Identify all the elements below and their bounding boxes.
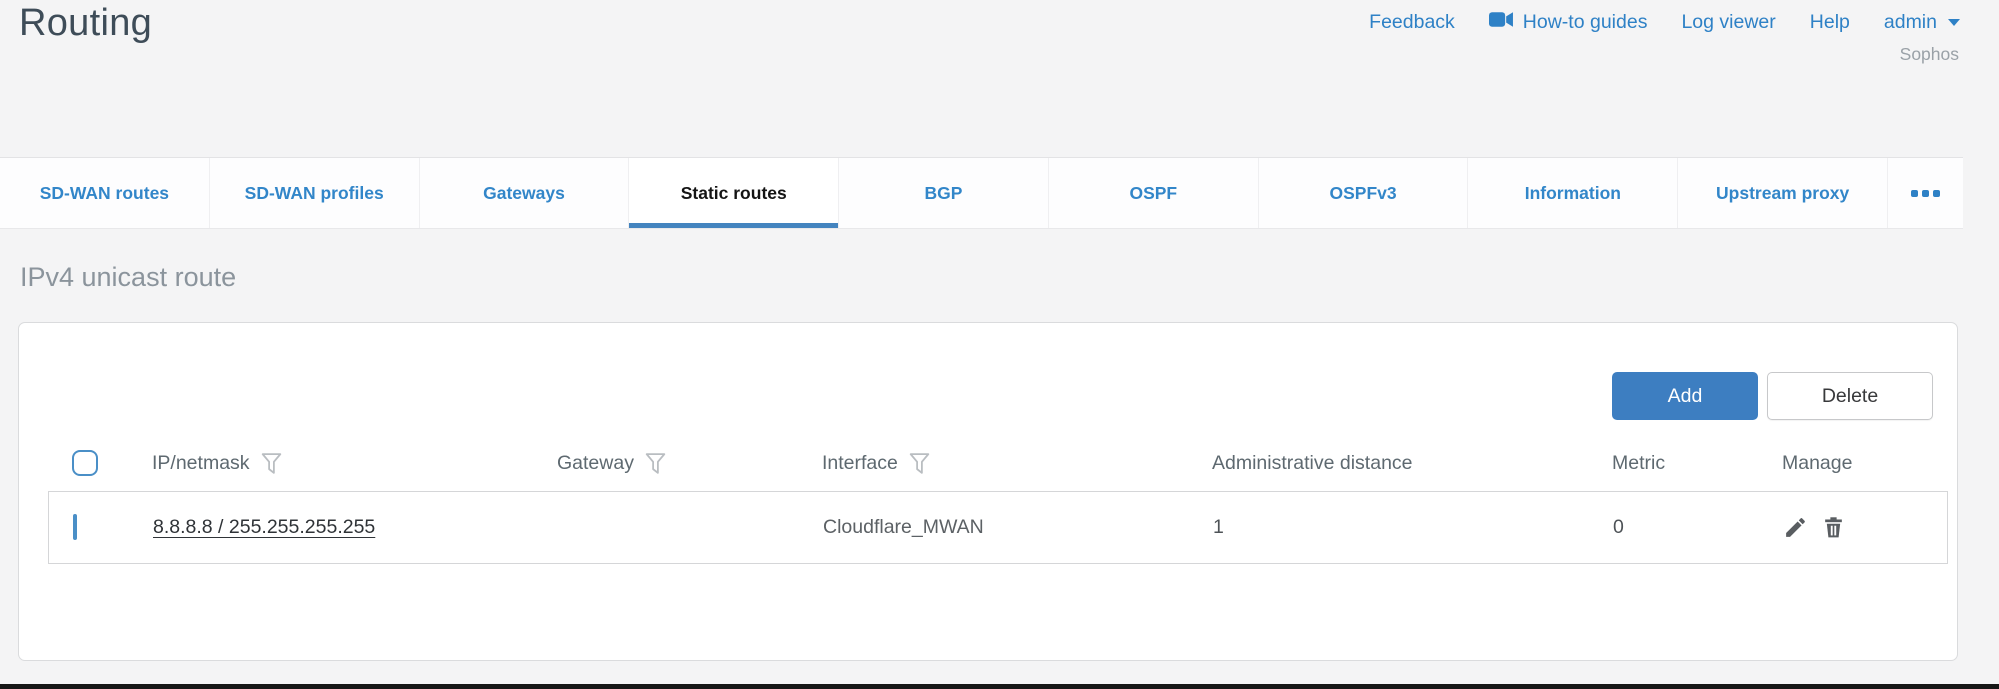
howto-guides-link[interactable]: How-to guides: [1488, 11, 1648, 34]
row-checkbox[interactable]: [73, 514, 77, 540]
tab-ospfv3[interactable]: OSPFv3: [1259, 158, 1469, 228]
column-header-distance: Administrative distance: [1212, 451, 1413, 474]
route-manage-cell: [1771, 515, 1949, 540]
tab-sdwan-profiles[interactable]: SD-WAN profiles: [210, 158, 420, 228]
add-button[interactable]: Add: [1612, 372, 1758, 420]
tab-bgp[interactable]: BGP: [839, 158, 1049, 228]
column-header-manage: Manage: [1782, 451, 1853, 474]
chevron-down-icon: [1948, 19, 1960, 26]
ellipsis-icon: [1911, 189, 1919, 197]
route-ip-netmask-link[interactable]: 8.8.8.8 / 255.255.255.255: [153, 516, 376, 538]
admin-label: admin: [1883, 11, 1937, 33]
delete-trash-icon[interactable]: [1821, 515, 1846, 540]
column-header-ip-netmask: IP/netmask: [140, 451, 545, 476]
column-header-metric: Metric: [1612, 451, 1666, 474]
route-metric-cell: 0: [1613, 516, 1624, 538]
delete-button[interactable]: Delete: [1767, 372, 1933, 420]
tab-bar: SD-WAN routes SD-WAN profiles Gateways S…: [0, 157, 1963, 228]
help-link[interactable]: Help: [1810, 11, 1850, 34]
tab-gateways[interactable]: Gateways: [420, 158, 630, 228]
window-bottom-edge: [0, 684, 1999, 689]
column-header-interface: Interface: [810, 451, 1200, 476]
admin-menu[interactable]: admin: [1884, 11, 1960, 34]
tab-information[interactable]: Information: [1468, 158, 1679, 228]
video-camera-icon: [1488, 11, 1514, 34]
log-viewer-link[interactable]: Log viewer: [1681, 11, 1775, 34]
more-tabs-button[interactable]: [1888, 158, 1963, 228]
table-toolbar: Add Delete: [1612, 372, 1933, 420]
route-interface-cell: Cloudflare_MWAN: [823, 516, 984, 538]
section-title: IPv4 unicast route: [20, 262, 237, 292]
howto-guides-label: How-to guides: [1522, 11, 1648, 33]
column-header-gateway: Gateway: [545, 451, 810, 476]
feedback-label: Feedback: [1369, 11, 1455, 33]
tab-ospf[interactable]: OSPF: [1049, 158, 1259, 228]
route-distance-cell: 1: [1213, 516, 1224, 538]
select-all-checkbox[interactable]: [72, 450, 98, 476]
help-label: Help: [1809, 11, 1850, 33]
ipv4-unicast-route-panel: Add Delete IP/netmask Gateway Interfac: [18, 322, 1958, 661]
edit-pencil-icon[interactable]: [1783, 515, 1808, 540]
page-title: Routing: [19, 2, 153, 44]
tab-upstream-proxy[interactable]: Upstream proxy: [1678, 158, 1889, 228]
tab-static-routes[interactable]: Static routes: [629, 158, 840, 228]
filter-icon[interactable]: [260, 451, 283, 476]
table-row: 8.8.8.8 / 255.255.255.255 Cloudflare_MWA…: [48, 491, 1948, 564]
feedback-link[interactable]: Feedback: [1369, 11, 1455, 34]
top-nav: Feedback How-to guides Log viewer Help a…: [1369, 11, 1960, 34]
org-label: Sophos: [1899, 44, 1959, 64]
filter-icon[interactable]: [908, 451, 931, 476]
table-header-row: IP/netmask Gateway Interface Administrat…: [48, 435, 1948, 491]
tab-sdwan-routes[interactable]: SD-WAN routes: [0, 158, 210, 228]
filter-icon[interactable]: [644, 451, 667, 476]
log-viewer-label: Log viewer: [1681, 11, 1776, 33]
static-routes-table: IP/netmask Gateway Interface Administrat…: [48, 435, 1948, 564]
